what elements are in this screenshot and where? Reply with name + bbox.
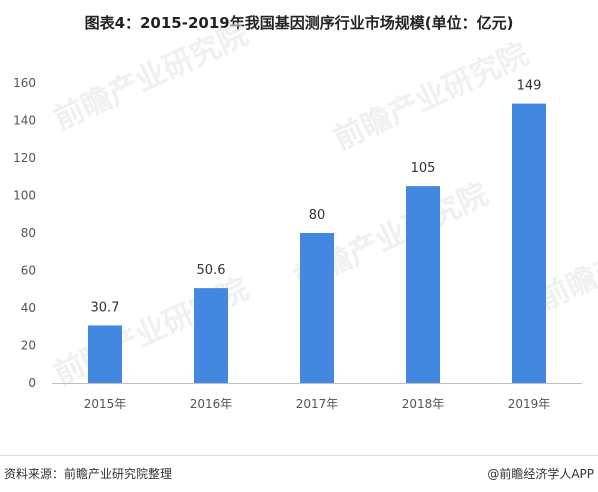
y-tick-label: 100	[13, 189, 36, 203]
brand-credit: @前瞻经济学人APP	[487, 467, 594, 481]
bar	[194, 288, 228, 383]
y-tick-label: 40	[21, 301, 36, 315]
y-tick-label: 160	[13, 76, 36, 90]
data-label: 105	[411, 161, 436, 176]
y-tick-label: 20	[21, 339, 36, 353]
bar-series	[88, 103, 546, 383]
footer-divider	[0, 455, 598, 456]
footer: 资料来源：前瞻产业研究院整理 @前瞻经济学人APP	[0, 455, 598, 492]
watermark-text: 前瞻产业研究院	[49, 17, 254, 137]
y-tick-label: 60	[21, 264, 36, 278]
watermark-text: 前瞻产业研究院	[329, 37, 534, 157]
x-tick-label: 2019年	[508, 397, 551, 411]
source-note: 资料来源：前瞻产业研究院整理	[4, 467, 173, 481]
x-tick-label: 2015年	[84, 397, 127, 411]
x-tick-label: 2018年	[402, 397, 445, 411]
data-label: 80	[309, 208, 326, 223]
y-tick-label: 0	[28, 376, 36, 390]
x-tick-label: 2016年	[190, 397, 233, 411]
bar	[406, 186, 440, 383]
bar	[88, 325, 122, 383]
data-label: 30.7	[91, 300, 120, 315]
bar	[300, 233, 334, 383]
data-label: 50.6	[197, 263, 226, 278]
y-tick-label: 80	[21, 226, 36, 240]
data-label: 149	[517, 79, 542, 94]
y-tick-label: 140	[13, 114, 36, 128]
y-axis: 0 20 40 60 80 100 120 140 160	[13, 76, 36, 390]
chart-title: 图表4：2015-2019年我国基因测序行业市场规模(单位：亿元)	[84, 14, 514, 32]
bar	[512, 103, 546, 383]
data-labels: 30.7 50.6 80 105 149	[91, 79, 542, 316]
x-tick-label: 2017年	[296, 397, 339, 411]
y-tick-label: 120	[13, 151, 36, 165]
x-axis: 2015年 2016年 2017年 2018年 2019年	[52, 383, 582, 411]
